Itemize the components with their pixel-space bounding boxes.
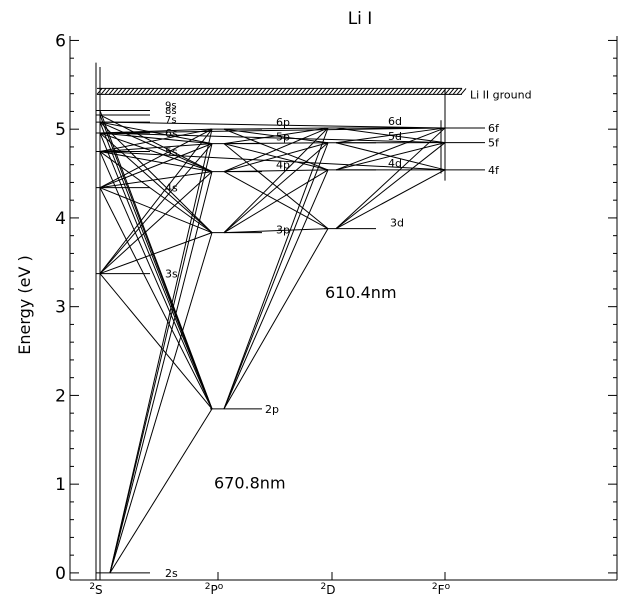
transition-3s-2p	[100, 274, 212, 409]
level-label-3s: 3s	[165, 268, 178, 281]
y-tick-label: 0	[55, 564, 66, 584]
transition-4s-3p	[100, 188, 212, 233]
y-tick-label: 6	[55, 31, 66, 51]
level-label-6s: 6s	[165, 127, 178, 140]
ionization-limit: Li II ground	[97, 88, 532, 101]
level-label-9s: 9s	[165, 101, 177, 112]
column-label-S: 2S	[89, 582, 102, 597]
diagram-title: Li I	[348, 9, 373, 29]
level-label-2s: 2s	[165, 567, 178, 580]
level-label-5d: 5d	[388, 130, 402, 143]
level-label-6d: 6d	[388, 115, 402, 128]
transition-2p-5d	[224, 143, 328, 409]
transition-2p-3d	[224, 229, 328, 409]
column-label-post: o	[445, 582, 451, 592]
transition-2p-4d	[224, 170, 328, 409]
column-label-D: 2D	[321, 582, 336, 597]
column-label-P: 2Po	[205, 582, 224, 597]
column-label-base: P	[210, 583, 217, 597]
level-label-6f: 6f	[488, 122, 500, 135]
ionization-hatch	[97, 88, 466, 94]
level-label-5s: 5s	[165, 146, 178, 159]
wavelength-labels: 670.8nm 610.4nm	[214, 283, 397, 493]
level-label-4f: 4f	[488, 164, 500, 177]
axes: 0 1 2 3 4 5 6	[55, 31, 617, 583]
y-tick-label: 4	[55, 209, 66, 229]
column-label-post: o	[218, 582, 224, 592]
level-label-6p: 6p	[276, 116, 290, 129]
level-label-2p: 2p	[265, 403, 279, 416]
y-tick-label: 3	[55, 298, 66, 318]
wavelength-label: 670.8nm	[214, 474, 286, 493]
transition-9s-2p	[100, 111, 212, 409]
level-label-3d: 3d	[390, 217, 404, 230]
column-labels: 2S 2Po 2D 2Fo	[89, 582, 450, 597]
transition-3s-3p	[100, 233, 212, 274]
transition-2s-2p	[110, 409, 212, 573]
level-label-5p: 5p	[276, 131, 290, 144]
level-label-3p: 3p	[276, 224, 290, 237]
wavelength-label: 610.4nm	[325, 283, 397, 302]
y-axis-label: Energy (eV )	[15, 255, 34, 354]
level-label-4d: 4d	[388, 157, 402, 170]
column-label-base: D	[326, 583, 335, 597]
y-tick-label: 2	[55, 386, 66, 406]
level-label-4s: 4s	[165, 182, 178, 195]
column-label-F: 2Fo	[432, 582, 451, 597]
transition-3s-4p	[100, 172, 212, 274]
column-label-base: S	[95, 583, 103, 597]
level-label-5f: 5f	[488, 137, 500, 150]
y-tick-label: 1	[55, 475, 66, 495]
level-label-4p: 4p	[276, 159, 290, 172]
y-tick-label: 5	[55, 120, 66, 140]
transition-5s-2p	[100, 152, 212, 409]
ionization-label: Li II ground	[470, 88, 532, 101]
